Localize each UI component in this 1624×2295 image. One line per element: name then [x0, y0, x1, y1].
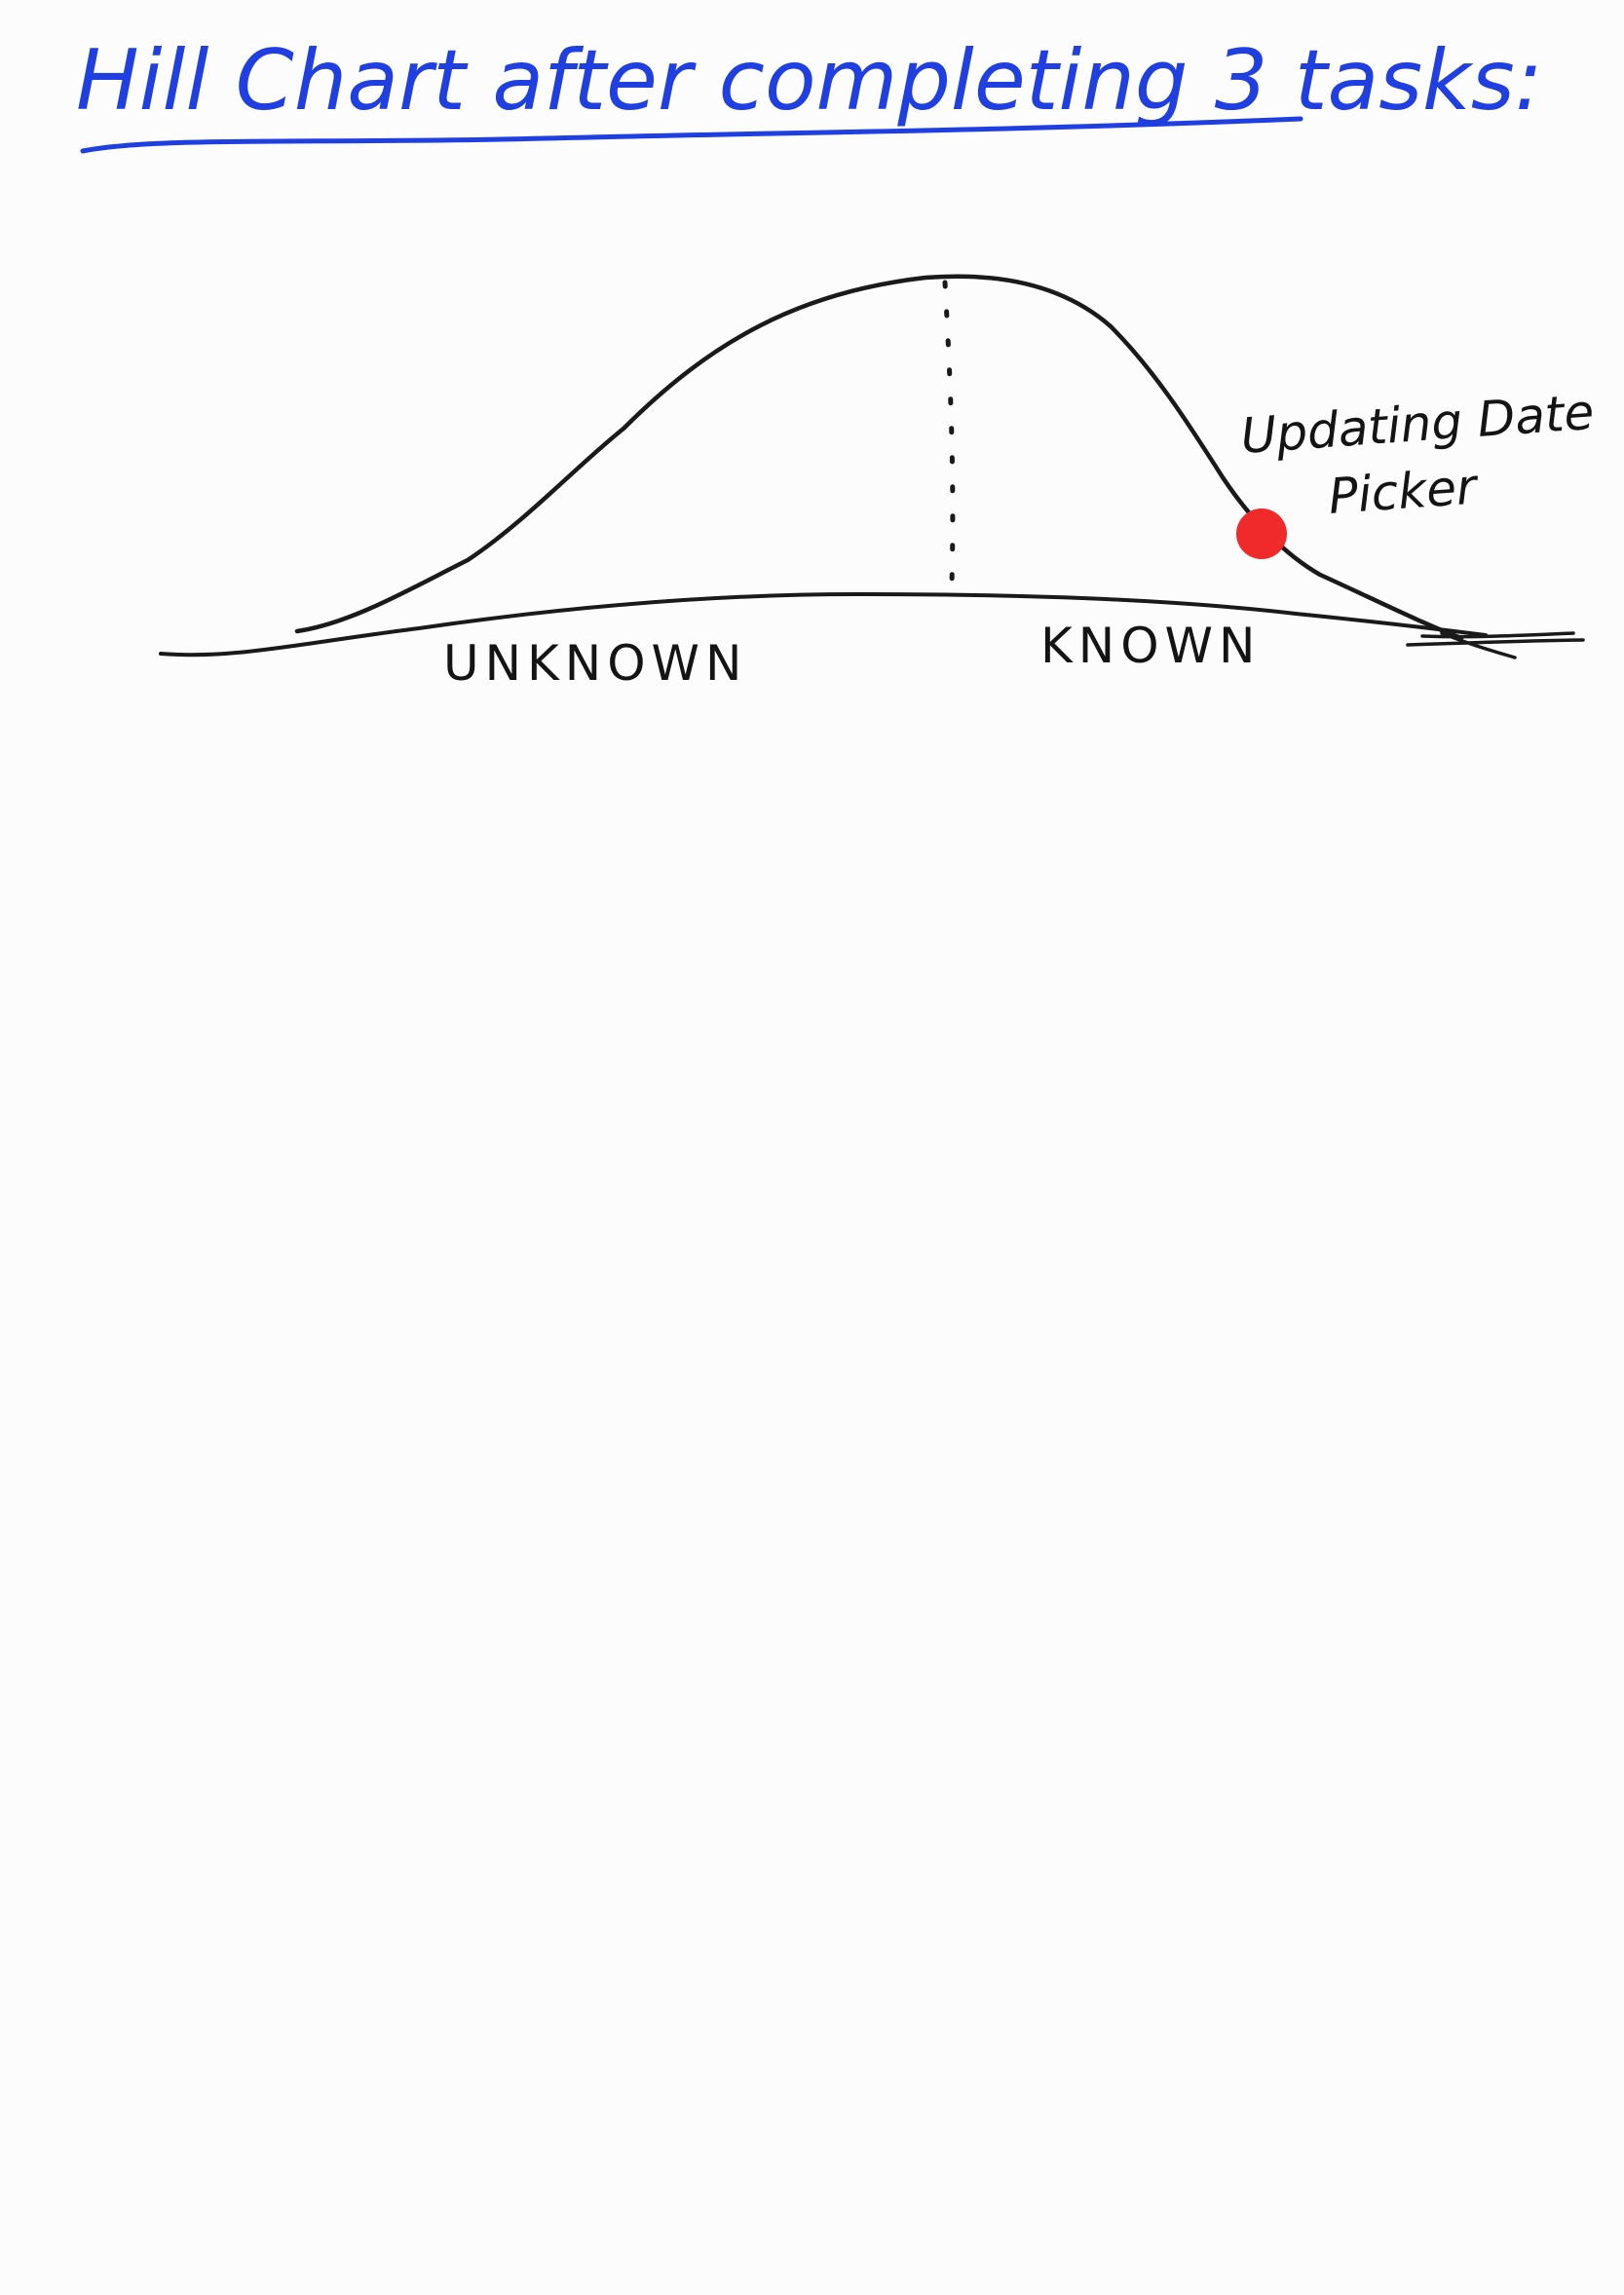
known-label: KNOWN [1040, 618, 1261, 674]
title-underline [80, 116, 1303, 154]
baseline-end-scribble [1406, 631, 1585, 659]
hill-baseline [159, 591, 1488, 658]
unknown-label: UNKNOWN [443, 635, 747, 692]
task-label-line2: Picker [1327, 458, 1482, 525]
task-label-line1: Updating Date [1239, 384, 1596, 465]
page-title: Hill Chart after completing 3 tasks: [76, 32, 1543, 130]
hill-curve [294, 274, 1464, 641]
task-marker-updating-date-picker[interactable] [1236, 508, 1287, 559]
hill-peak-divider [942, 280, 956, 587]
